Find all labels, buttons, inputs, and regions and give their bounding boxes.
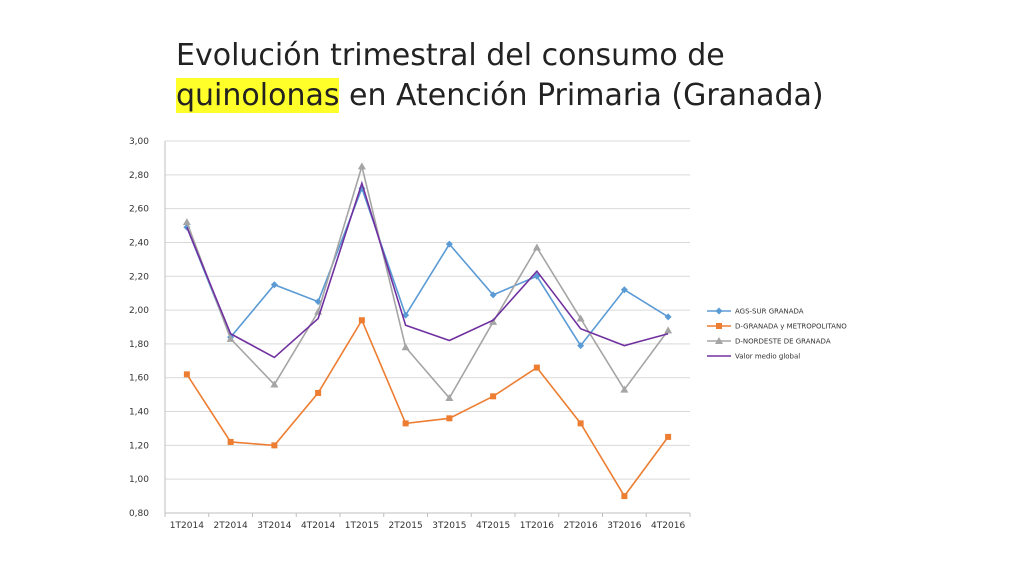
data-point (621, 493, 628, 500)
data-point (715, 337, 723, 344)
x-tick-label: 3T2014 (257, 521, 291, 531)
x-tick-label: 4T2015 (476, 521, 510, 531)
data-point (182, 218, 191, 226)
data-point (715, 307, 723, 315)
data-point (620, 385, 629, 393)
series-line (186, 180, 669, 359)
data-point (315, 389, 322, 396)
series-line (186, 318, 669, 498)
legend-label: Valor medio global (735, 353, 800, 361)
data-point (620, 286, 628, 294)
series-0 (183, 184, 672, 350)
x-tick-label: 4T2014 (301, 521, 335, 531)
x-tick-label: 4T2016 (651, 521, 685, 531)
title-rest: en Atención Primaria (Granada) (339, 78, 824, 113)
series-3 (186, 180, 669, 359)
y-tick-label: 2,40 (129, 238, 149, 248)
legend-item: D-GRANADA y METROPOLITANO (707, 323, 847, 331)
data-point (402, 420, 409, 427)
legend-item: D-NORDESTE DE GRANADA (707, 337, 831, 346)
data-point (226, 334, 235, 342)
legend-label: D-GRANADA y METROPOLITANO (735, 323, 847, 331)
grid (165, 140, 690, 514)
x-axis-ticks: 1T2014 2T2014 3T2014 4T2014 1T2015 2T2015 3T20… (170, 521, 686, 531)
y-tick-label: 2,00 (129, 306, 149, 316)
data-point (576, 314, 585, 322)
data-point (445, 240, 453, 248)
y-axis-ticks: 0,80 1,00 1,20 1,40 1,60 1,80 2,00 2,20 2,40 2,60… (129, 137, 149, 519)
data-point (446, 415, 453, 422)
x-tick-label: 3T2015 (432, 521, 466, 531)
legend-label: D-NORDESTE DE GRANADA (735, 338, 831, 346)
data-point (489, 291, 497, 299)
data-point (533, 364, 540, 371)
series-2 (182, 162, 673, 402)
data-point (490, 393, 497, 400)
data-point (271, 442, 278, 449)
x-tick-label: 1T2016 (520, 521, 554, 531)
x-tick-label: 2T2014 (214, 521, 248, 531)
legend: AGS-SUR GRANADA D-GRANADA y METROPOLITANO… (707, 307, 847, 361)
data-point (665, 433, 672, 440)
data-point (183, 371, 190, 378)
data-point (358, 317, 365, 324)
title-line-2: quinolonas en Atención Primaria (Granada… (176, 76, 876, 116)
data-point (227, 438, 234, 445)
data-point (270, 281, 278, 289)
title-highlight: quinolonas (176, 78, 340, 113)
series-group (182, 162, 673, 500)
y-tick-label: 1,60 (129, 374, 149, 384)
series-line (186, 163, 669, 400)
y-tick-label: 1,80 (129, 340, 149, 350)
x-tick-label: 3T2016 (607, 521, 641, 531)
y-tick-label: 1,20 (129, 441, 149, 451)
data-point (489, 317, 498, 325)
x-tick-label: 1T2015 (345, 521, 379, 531)
data-point (401, 343, 410, 351)
title-line-1: Evolución trimestral del consumo de (176, 38, 725, 73)
y-tick-label: 0,80 (129, 509, 149, 519)
y-tick-label: 1,00 (129, 475, 149, 485)
y-tick-label: 3,00 (129, 137, 149, 147)
axes (164, 141, 691, 517)
data-point (664, 313, 672, 321)
x-tick-label: 2T2016 (564, 521, 598, 531)
data-point (357, 162, 366, 170)
legend-item: Valor medio global (707, 353, 800, 361)
y-tick-label: 2,80 (129, 171, 149, 181)
data-point (532, 243, 541, 251)
chart-title: Evolución trimestral del consumo de quin… (176, 36, 876, 116)
series-1 (183, 317, 672, 500)
series-line (186, 186, 669, 347)
data-point (577, 342, 585, 350)
y-tick-label: 1,40 (129, 408, 149, 418)
x-tick-label: 2T2015 (389, 521, 423, 531)
data-point (445, 394, 454, 402)
data-point (664, 326, 673, 334)
legend-label: AGS-SUR GRANADA (735, 308, 804, 316)
y-tick-label: 2,20 (129, 272, 149, 282)
x-tick-label: 1T2014 (170, 521, 204, 531)
data-point (270, 380, 279, 388)
data-point (716, 323, 722, 329)
legend-item: AGS-SUR GRANADA (707, 307, 804, 316)
y-tick-label: 2,60 (129, 205, 149, 215)
data-point (577, 420, 584, 427)
